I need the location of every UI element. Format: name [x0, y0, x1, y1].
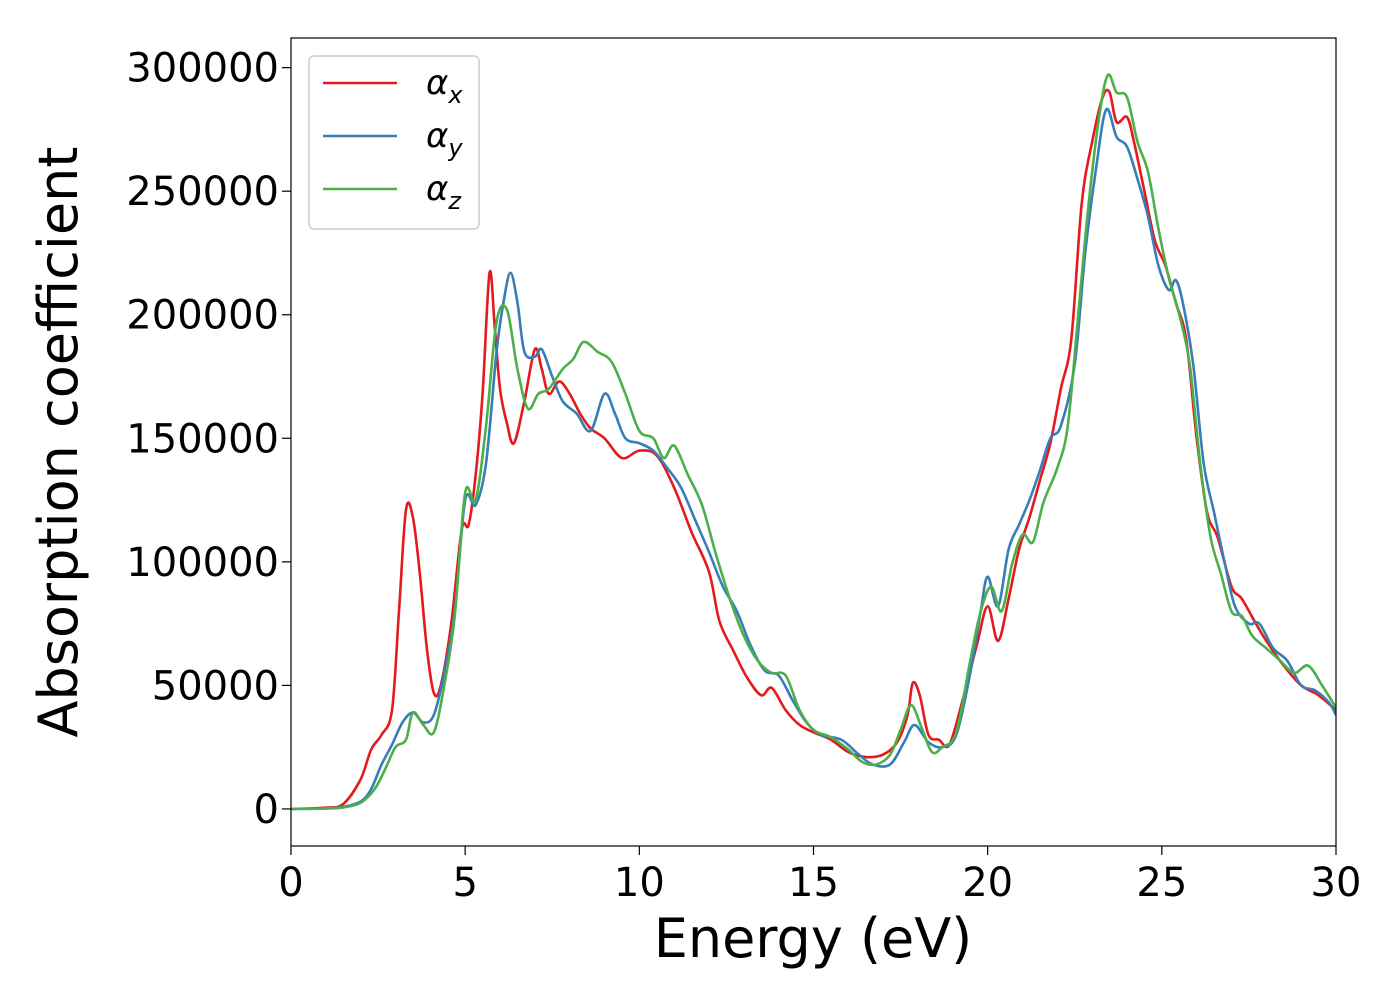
- y-tick-label: 300000: [126, 46, 279, 92]
- legend-label-z: αz: [426, 169, 462, 215]
- x-tick-label: 25: [1136, 860, 1187, 906]
- y-axis-title: Absorption coefficient: [27, 147, 90, 738]
- series-line-z: [291, 73, 1336, 811]
- x-tick-label: 20: [962, 860, 1013, 906]
- x-tick-label: 5: [452, 860, 477, 906]
- x-axis: 0 5 10 15 20 25 30: [278, 846, 1361, 906]
- y-tick-label: 100000: [126, 540, 279, 586]
- x-tick-label: 15: [788, 860, 839, 906]
- y-tick-label: 50000: [152, 663, 279, 709]
- legend-box: [308, 55, 480, 230]
- series-layer: [291, 73, 1336, 811]
- legend: αx αy αz: [308, 55, 480, 230]
- y-tick-label: 150000: [126, 416, 279, 462]
- y-tick-label: 200000: [126, 293, 279, 339]
- x-tick-label: 10: [614, 860, 665, 906]
- x-tick-label: 30: [1311, 860, 1362, 906]
- legend-label-x: αx: [426, 63, 463, 109]
- x-axis-title: Energy (eV): [654, 907, 973, 970]
- y-axis: 0 50000 100000 150000 200000 250000 300000: [126, 46, 291, 833]
- x-tick-label: 0: [278, 860, 303, 906]
- legend-label-y: αy: [426, 116, 463, 162]
- y-tick-label: 250000: [126, 169, 279, 215]
- y-tick-label: 0: [254, 787, 279, 833]
